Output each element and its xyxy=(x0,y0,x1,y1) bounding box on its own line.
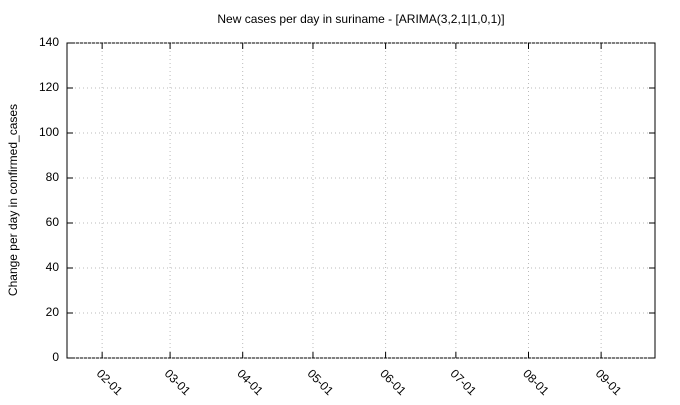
x-tick-label: 02-01 xyxy=(94,366,126,398)
x-tick-label: 09-01 xyxy=(593,366,625,398)
y-tick-label: 20 xyxy=(46,305,60,319)
x-tick-label: 03-01 xyxy=(162,366,194,398)
y-tick-label: 0 xyxy=(52,350,59,364)
x-tick-label: 05-01 xyxy=(305,366,337,398)
plot-frame xyxy=(66,42,656,359)
y-tick-label: 140 xyxy=(39,35,59,49)
y-tick-label: 120 xyxy=(39,80,59,94)
x-tick-label: 08-01 xyxy=(520,366,552,398)
y-tick-label: 80 xyxy=(46,170,60,184)
y-tick-label: 40 xyxy=(46,260,60,274)
y-tick-label: 60 xyxy=(46,215,60,229)
x-tick-label: 07-01 xyxy=(448,366,480,398)
x-tick-label: 06-01 xyxy=(377,366,409,398)
chart-title: New cases per day in suriname - [ARIMA(3… xyxy=(217,12,504,26)
x-tick-label: 04-01 xyxy=(234,366,266,398)
y-axis-label: Change per day in confirmed_cases xyxy=(6,104,20,296)
y-tick-label: 100 xyxy=(39,125,59,139)
